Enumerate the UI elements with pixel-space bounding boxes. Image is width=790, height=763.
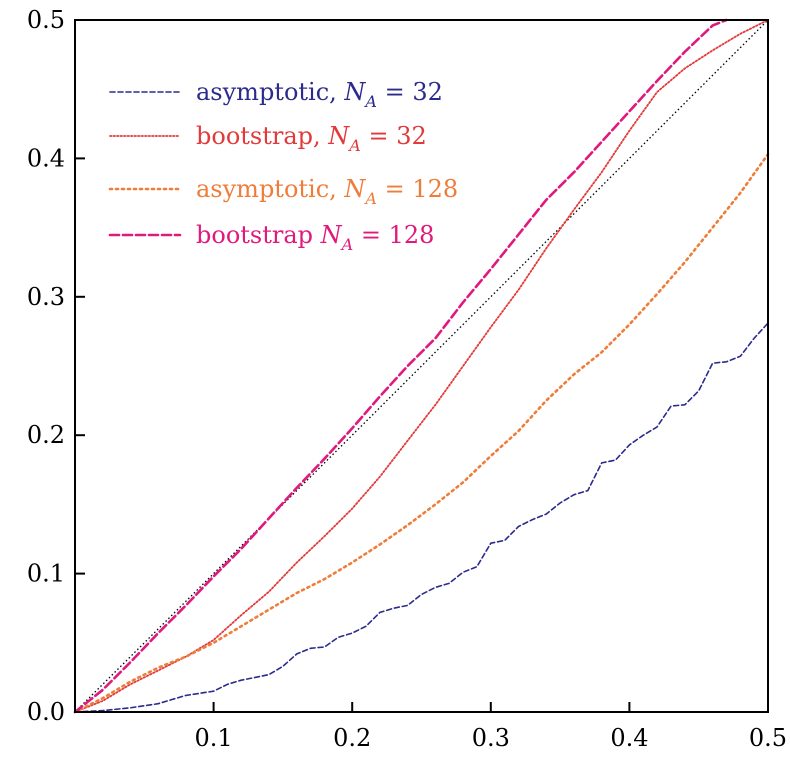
x-tick-label: 0.2: [333, 724, 371, 752]
legend-label-1: asymptotic, NA = 32: [196, 78, 443, 111]
axes-layer: 0.1 0.2 0.3 0.4 0.5 0.0 0.1 0.2 0.3 0.4 0.5: [27, 6, 787, 752]
series-line-1: [74, 322, 769, 713]
y-tick-label: 0.1: [27, 560, 65, 588]
reference-diagonal-line: [74, 19, 769, 713]
x-tick-label: 0.1: [195, 724, 233, 752]
series-line-2: [74, 19, 769, 713]
x-tick-label: 0.4: [610, 724, 648, 752]
x-tick-label: 0.3: [472, 724, 510, 752]
series-layer: [73, 18, 770, 714]
series-line-3: [73, 152, 770, 714]
legend-label-4: bootstrap NA = 128: [196, 221, 434, 254]
legend-label-2: bootstrap, NA = 32: [196, 122, 427, 155]
y-tick-label: 0.2: [27, 421, 65, 449]
reference-diagonal-layer: [74, 19, 769, 713]
legend-label-3: asymptotic, NA = 128: [196, 175, 458, 208]
y-tick-label: 0.3: [27, 283, 65, 311]
y-tick-label: 0.4: [27, 144, 65, 172]
legend: asymptotic, NA = 32 bootstrap, NA = 32 asy…: [108, 78, 458, 254]
x-tick-label: 0.5: [749, 724, 787, 752]
series-line-4: [73, 18, 728, 714]
y-tick-label: 0.5: [27, 6, 65, 34]
plot-frame: [74, 19, 769, 713]
y-tick-label: 0.0: [27, 698, 65, 726]
